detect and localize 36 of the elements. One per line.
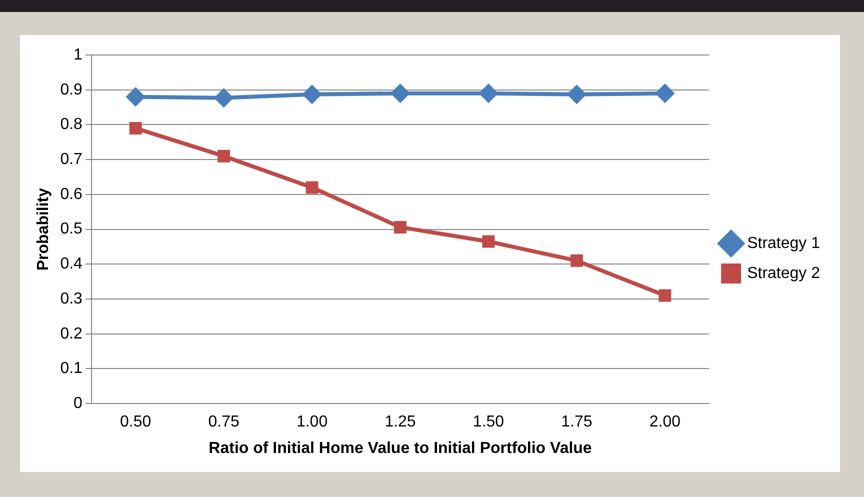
- y-axis-title: Probability: [35, 188, 52, 271]
- y-tick-label: 0.8: [60, 116, 83, 134]
- point: [656, 84, 674, 102]
- legend-label: Strategy 1: [747, 234, 820, 252]
- point: [306, 181, 318, 194]
- point: [129, 122, 142, 134]
- point: [570, 254, 583, 267]
- point: [568, 85, 586, 104]
- y-tick-label: 0.9: [60, 81, 83, 98]
- y-tick-label: 0.3: [60, 290, 83, 308]
- x-tick-label: 2.00: [649, 414, 681, 431]
- x-tick-label: 0.50: [120, 414, 152, 431]
- y-tick-label: 0.6: [60, 186, 83, 203]
- point: [658, 289, 672, 302]
- x-tick-label: 0.75: [208, 414, 240, 431]
- point: [482, 235, 495, 248]
- point: [218, 150, 230, 162]
- x-tick-label: 1.25: [384, 414, 416, 431]
- legend-label: Strategy 2: [747, 264, 820, 282]
- x-tick-label: 1.75: [561, 414, 592, 431]
- point: [479, 84, 498, 102]
- x-tick-label: 1.00: [296, 414, 328, 431]
- y-tick-label: 0.1: [60, 360, 83, 378]
- y-tick-label: 1: [74, 46, 83, 64]
- y-tick-label: 0.5: [60, 220, 83, 238]
- point: [394, 220, 406, 234]
- point: [391, 84, 410, 102]
- point: [214, 88, 233, 107]
- point: [126, 88, 145, 106]
- y-tick-label: 0: [74, 395, 83, 412]
- point: [303, 85, 322, 104]
- y-tick-label: 0.2: [60, 325, 83, 342]
- y-tick-label: 0.4: [60, 256, 83, 273]
- x-axis-title: Ratio of Initial Home Value to Initial Portfolio Value: [208, 440, 592, 457]
- y-tick-label: 0.7: [60, 150, 83, 168]
- x-tick-label: 1.50: [472, 414, 504, 431]
